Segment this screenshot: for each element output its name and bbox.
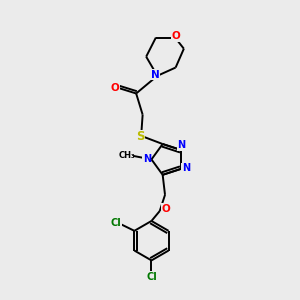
Text: Cl: Cl	[110, 218, 121, 228]
Text: O: O	[111, 82, 119, 93]
Text: N: N	[151, 70, 159, 80]
Text: S: S	[136, 130, 145, 143]
Text: Cl: Cl	[146, 272, 157, 282]
Text: CH₃: CH₃	[118, 151, 135, 160]
Text: N: N	[143, 154, 151, 164]
Text: O: O	[162, 204, 171, 214]
Text: N: N	[177, 140, 185, 151]
Text: O: O	[171, 31, 180, 41]
Text: N: N	[182, 164, 190, 173]
